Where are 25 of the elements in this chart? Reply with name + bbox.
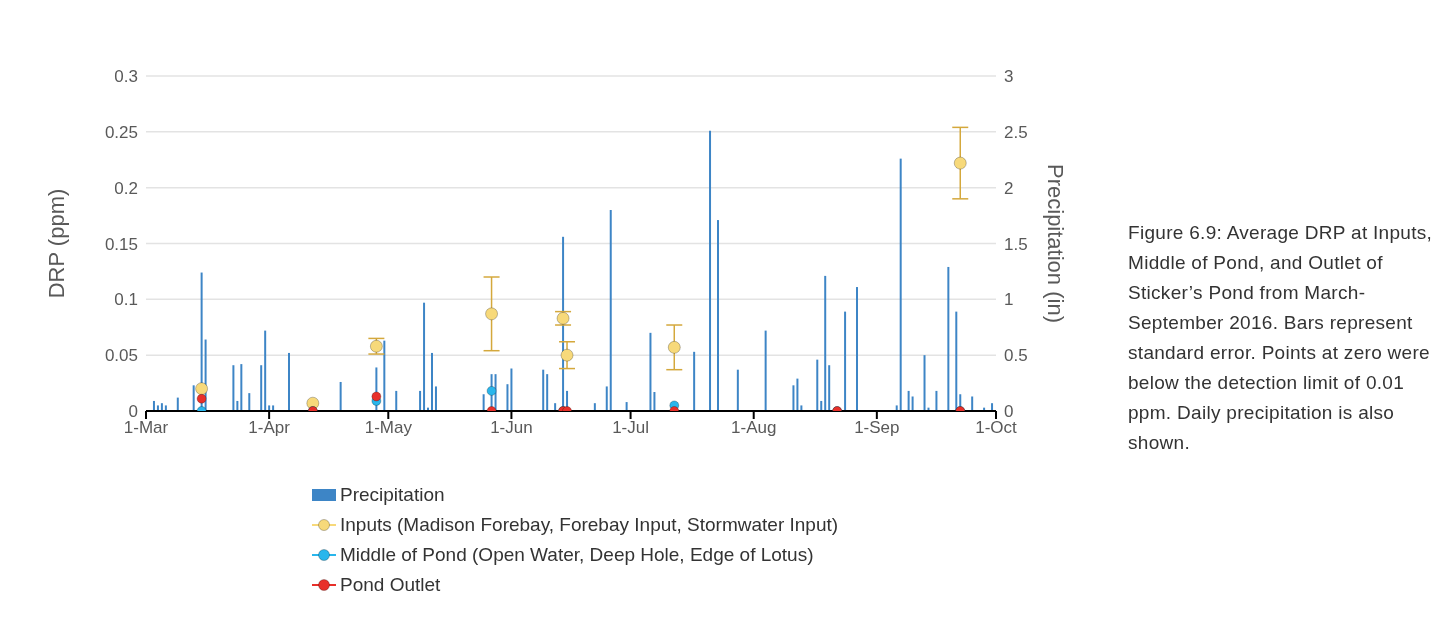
y2-tick-label: 2.5 bbox=[1004, 122, 1028, 142]
y-tick-label: 0.1 bbox=[114, 290, 138, 310]
y2-tick-label: 1 bbox=[1004, 290, 1014, 310]
x-tick-label: 1-Sep bbox=[854, 418, 900, 438]
y-tick-label: 0.05 bbox=[104, 346, 138, 366]
legend-label: Middle of Pond (Open Water, Deep Hole, Edge of Lotus) bbox=[340, 543, 814, 567]
y2-tick-label: 2 bbox=[1004, 178, 1014, 198]
y-tick-label: 0.3 bbox=[114, 67, 138, 87]
x-tick-label: 1-Aug bbox=[731, 418, 777, 438]
y2-tick-label: 3 bbox=[1004, 67, 1014, 87]
caption: Figure 6.9: Average DRP at Inputs, Middle of Pond, and Outlet of Sticker’s Pond from March-September 2016. Bars represent standard error. Points at zero were below the detection limit of 0.01 ppm. Daily precipitation is also shown. bbox=[1128, 221, 1433, 455]
legend-label: Pond Outlet bbox=[340, 573, 441, 597]
y2-tick-label: 0.5 bbox=[1004, 346, 1028, 366]
legend-label: Inputs (Madison Forebay, Forebay Input, Stormwater Input) bbox=[340, 513, 839, 537]
y-tick-label: 0.25 bbox=[104, 122, 138, 142]
legend-label: Precipitation bbox=[340, 483, 445, 507]
y-tick-label: 0.15 bbox=[104, 234, 138, 254]
x-tick-label: 1-Jun bbox=[490, 418, 533, 438]
x-tick-label: 1-Apr bbox=[248, 418, 291, 438]
x-tick-label: 1-Jul bbox=[612, 418, 650, 438]
x-tick-label: 1-May bbox=[364, 418, 413, 438]
y2-tick-label: 1.5 bbox=[1004, 234, 1028, 254]
y-tick-label: 0.2 bbox=[114, 178, 138, 198]
y-axis-title: DRP (ppm) bbox=[43, 188, 69, 299]
y2-axis-title: Precipitation (in) bbox=[1043, 164, 1069, 323]
